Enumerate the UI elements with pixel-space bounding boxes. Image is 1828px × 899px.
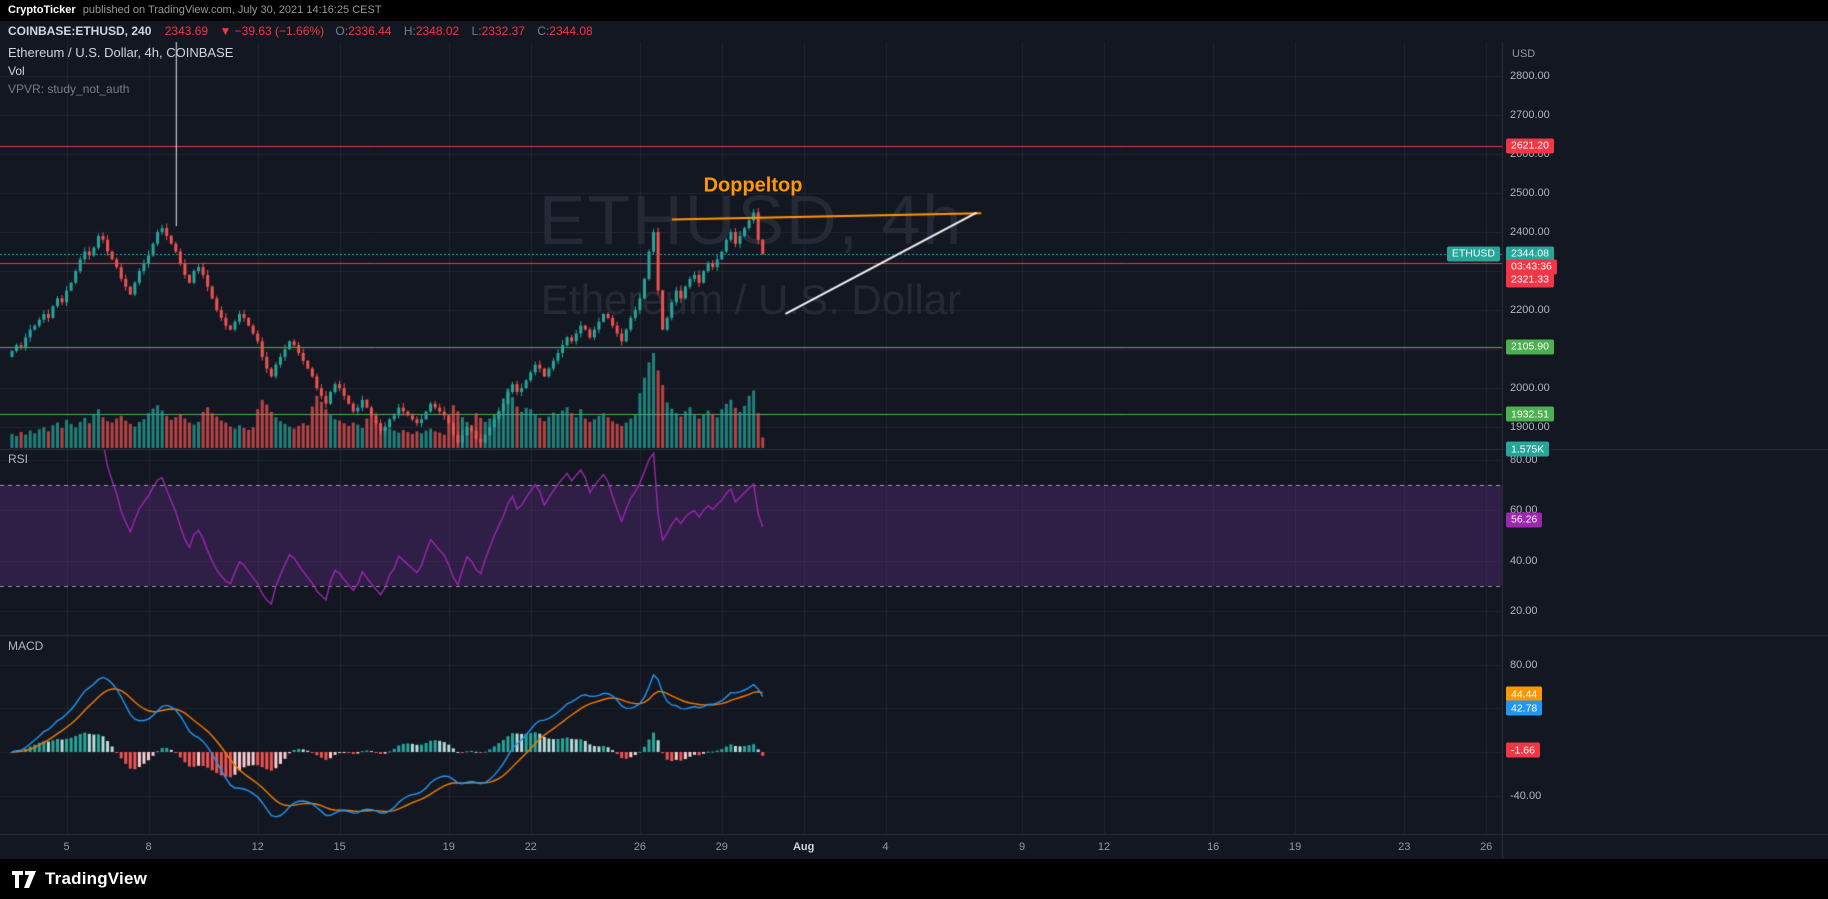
open-number: 2336.44 [348,24,392,38]
close-value: C:2344.08 [537,24,592,38]
footer-bar: TradingView [0,859,1828,899]
low-label: L: [471,24,482,38]
open-value: O:2336.44 [335,24,391,38]
attribution-text: published on TradingView.com, July 30, 2… [82,4,382,16]
attribution-author: CryptoTicker [8,4,76,16]
tradingview-logo-text: TradingView [45,869,148,888]
price-change: ▼ −39.63 (−1.66%) [219,24,325,38]
symbol-name[interactable]: COINBASE:ETHUSD, 240 [8,24,152,38]
close-label: C: [537,24,550,38]
tradingview-logo[interactable]: TradingView [12,869,147,889]
low-number: 2332.37 [481,24,525,38]
low-value: L:2332.37 [472,24,525,38]
tradingview-logo-icon [12,870,36,888]
close-number: 2344.08 [549,24,593,38]
open-label: O: [335,24,349,38]
high-number: 2348.02 [415,24,460,38]
high-label: H: [403,24,416,38]
last-trade-price: 2343.69 [164,24,209,38]
high-value: H:2348.02 [404,24,459,38]
attribution-bar: CryptoTicker published on TradingView.co… [0,0,1828,21]
symbol-info-bar: COINBASE:ETHUSD, 240 2343.69 ▼ −39.63 (−… [0,21,1828,42]
